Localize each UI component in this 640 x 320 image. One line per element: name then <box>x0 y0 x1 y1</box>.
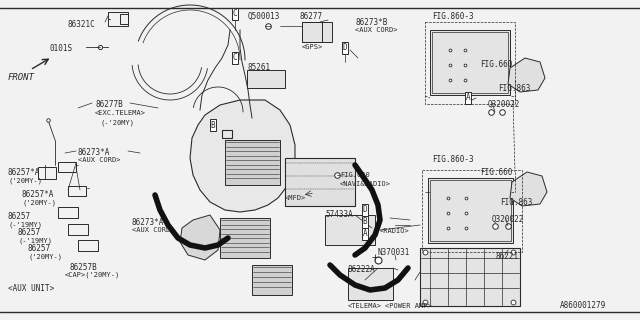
Bar <box>252 265 292 295</box>
Bar <box>428 178 513 243</box>
Text: 86273*B: 86273*B <box>355 18 387 27</box>
Bar <box>302 22 332 42</box>
Text: <AUX CORD>: <AUX CORD> <box>132 227 175 233</box>
Text: A: A <box>466 93 470 102</box>
Bar <box>247 70 285 88</box>
Text: ('20MY-): ('20MY-) <box>28 253 62 260</box>
Text: <AUX CORD>: <AUX CORD> <box>355 27 397 33</box>
Text: Q320022: Q320022 <box>492 215 524 224</box>
Text: 86273*A: 86273*A <box>78 148 110 157</box>
Bar <box>348 268 393 300</box>
Bar <box>68 224 88 235</box>
Text: 86273*A: 86273*A <box>132 218 164 227</box>
Text: Q320022: Q320022 <box>488 100 520 109</box>
Text: 86221: 86221 <box>495 252 518 261</box>
Polygon shape <box>508 58 545 92</box>
Bar <box>430 30 510 95</box>
Text: D: D <box>363 205 367 214</box>
Text: 86257B: 86257B <box>70 263 98 272</box>
Text: 86222A: 86222A <box>348 265 376 274</box>
Text: 86277B: 86277B <box>95 100 123 109</box>
Bar <box>222 130 232 138</box>
Text: FRONT: FRONT <box>8 73 35 82</box>
Text: 86257*A: 86257*A <box>22 190 54 199</box>
Polygon shape <box>190 100 295 212</box>
Text: <GPS>: <GPS> <box>302 44 323 50</box>
Text: <AUX CORD>: <AUX CORD> <box>78 157 120 163</box>
Bar <box>220 218 270 258</box>
Bar <box>108 12 128 26</box>
Bar <box>422 170 522 252</box>
Text: FIG.660: FIG.660 <box>480 168 513 177</box>
Text: FIG.860-3: FIG.860-3 <box>432 155 474 164</box>
Bar <box>425 22 515 104</box>
Text: <MFD>: <MFD> <box>285 195 307 201</box>
Text: 85261: 85261 <box>247 63 270 72</box>
Bar <box>78 240 98 251</box>
Bar <box>432 32 508 93</box>
Text: FIG.863: FIG.863 <box>500 198 532 207</box>
Text: B: B <box>211 121 215 130</box>
Text: FIG.660: FIG.660 <box>480 60 513 69</box>
Text: 86321C: 86321C <box>68 20 96 29</box>
Bar <box>68 186 86 196</box>
Text: <EXC.TELEMA>: <EXC.TELEMA> <box>95 110 146 116</box>
Text: D: D <box>342 44 348 52</box>
Bar <box>225 140 280 185</box>
Text: B: B <box>363 218 367 227</box>
Text: 86257*A: 86257*A <box>8 168 40 177</box>
Text: <TELEMA>: <TELEMA> <box>348 303 382 309</box>
Text: 86257: 86257 <box>28 244 51 253</box>
Text: (-'19MY): (-'19MY) <box>8 221 42 228</box>
Bar <box>430 180 511 241</box>
Text: FIG.860-3: FIG.860-3 <box>432 12 474 21</box>
Bar <box>38 167 56 179</box>
Text: C: C <box>233 10 237 19</box>
Polygon shape <box>180 215 220 260</box>
Bar <box>58 162 76 172</box>
Bar <box>325 215 375 245</box>
Text: FIG.863: FIG.863 <box>498 84 531 93</box>
Bar <box>285 158 355 206</box>
Text: 57433A: 57433A <box>325 210 353 219</box>
Text: Q500013: Q500013 <box>248 12 280 21</box>
Text: 86277: 86277 <box>300 12 323 21</box>
Text: ('20MY-): ('20MY-) <box>22 199 56 205</box>
Text: (-'19MY): (-'19MY) <box>18 237 52 244</box>
Text: 0101S: 0101S <box>50 44 73 53</box>
Text: <AUX UNIT>: <AUX UNIT> <box>8 284 54 293</box>
Text: <POWER AMP>: <POWER AMP> <box>385 303 432 309</box>
Text: C: C <box>233 53 237 62</box>
Text: <CAP>('20MY-): <CAP>('20MY-) <box>65 272 120 278</box>
Text: 86257: 86257 <box>8 212 31 221</box>
Bar <box>58 207 78 218</box>
Text: FIG.660: FIG.660 <box>340 172 370 178</box>
Text: <NAVI&RADIO>: <NAVI&RADIO> <box>340 181 391 187</box>
Text: <RADIO>: <RADIO> <box>380 228 410 234</box>
Polygon shape <box>510 172 547 206</box>
Text: 86257: 86257 <box>18 228 41 237</box>
Text: N370031: N370031 <box>378 248 410 257</box>
Text: ('20MY-): ('20MY-) <box>8 177 42 183</box>
Bar <box>302 22 322 42</box>
Bar <box>420 248 520 306</box>
Text: (-'20MY): (-'20MY) <box>100 119 134 125</box>
Text: A860001279: A860001279 <box>560 301 606 310</box>
Text: A: A <box>363 229 367 238</box>
Bar <box>120 14 128 24</box>
